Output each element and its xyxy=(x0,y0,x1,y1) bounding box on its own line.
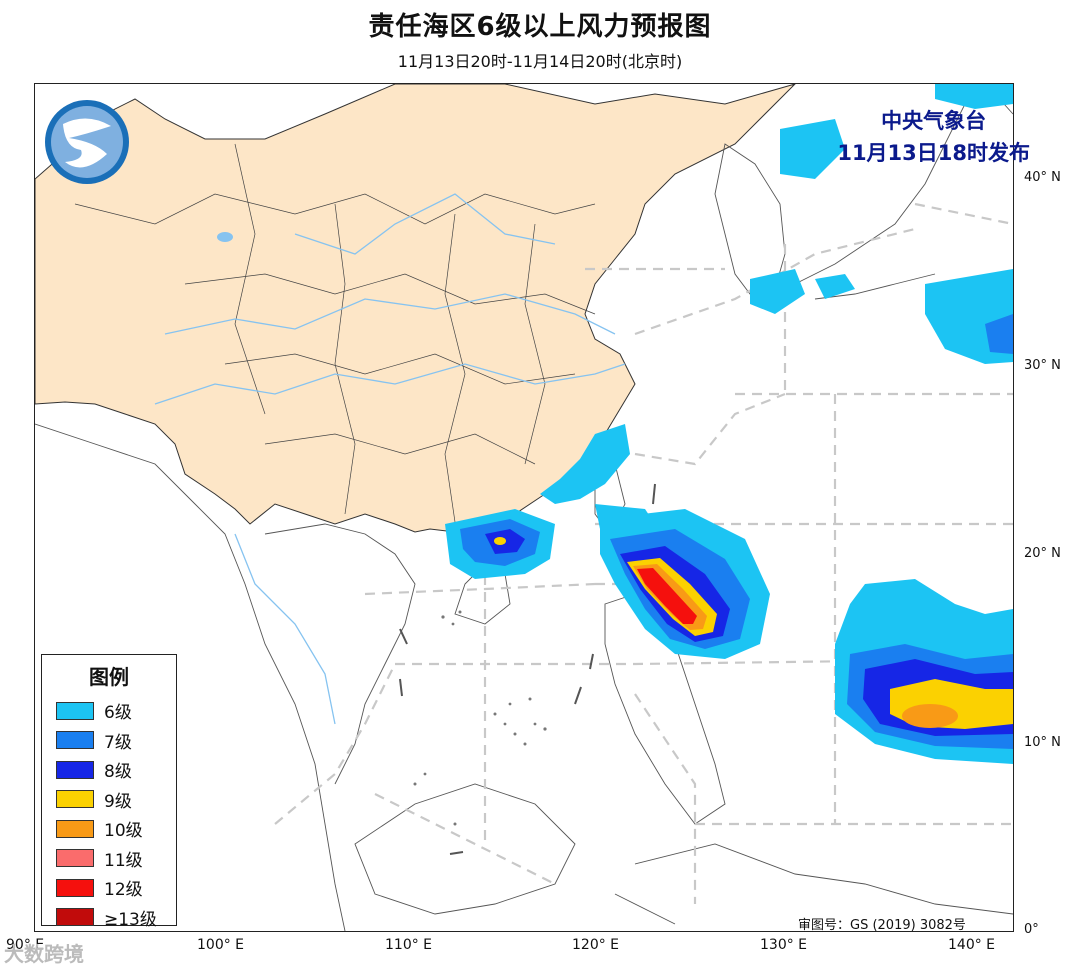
lon-label-110: 110° E xyxy=(385,937,433,953)
review-number: 审图号：GS (2019) 3082号 xyxy=(798,918,966,933)
lon-label-120: 120° E xyxy=(572,937,620,953)
legend-label: 6级 xyxy=(104,703,132,724)
wind-area-nw-corner xyxy=(780,84,1013,179)
legend-swatch xyxy=(56,908,94,927)
legend-label: 11级 xyxy=(104,850,143,871)
legend-item: 9级 xyxy=(42,785,176,815)
watermark: 大数跨境 xyxy=(4,942,84,966)
legend-label: 12级 xyxy=(104,880,143,901)
legend-items: 6级 7级 8级 9级 10级 11级 12级 ≥13级 xyxy=(42,696,176,932)
legend-label: 10级 xyxy=(104,821,143,842)
lat-label-40: 40° N xyxy=(1024,170,1061,185)
lon-label-90: 90° E xyxy=(6,937,45,953)
lake xyxy=(217,232,233,242)
legend-label: 8级 xyxy=(104,762,132,783)
issuer-time: 11月13日18时发布 xyxy=(837,141,1030,165)
forecast-map xyxy=(34,83,1014,932)
legend-item: 11级 xyxy=(42,844,176,874)
legend-swatch xyxy=(56,849,94,868)
legend-item: 6级 xyxy=(42,696,176,726)
lon-label-140: 140° E xyxy=(948,937,996,953)
legend-label: ≥13级 xyxy=(104,909,157,930)
legend-title: 图例 xyxy=(89,665,129,689)
nine-dash-line xyxy=(399,483,656,855)
map-subtitle: 11月13日20时-11月14日20时(北京时) xyxy=(397,52,683,71)
legend-swatch xyxy=(56,790,94,809)
legend-swatch xyxy=(56,731,94,750)
lat-label-30: 30° N xyxy=(1024,358,1061,373)
issuer-agency: 中央气象台 xyxy=(881,109,987,133)
legend-swatch xyxy=(56,819,94,838)
legend-swatch xyxy=(56,760,94,779)
lat-label-10: 10° N xyxy=(1024,735,1061,750)
wind-area-japan xyxy=(750,269,1013,364)
rivers xyxy=(154,193,626,725)
lon-label-130: 130° E xyxy=(760,937,808,953)
legend-item: ≥13级 xyxy=(42,903,176,933)
legend-item: 7级 xyxy=(42,726,176,756)
legend-item: 8级 xyxy=(42,755,176,785)
cma-logo xyxy=(45,100,129,184)
scs-islands xyxy=(413,610,547,826)
lon-label-100: 100° E xyxy=(197,937,245,953)
legend-label: 9级 xyxy=(104,791,132,812)
legend-swatch xyxy=(56,878,94,897)
lat-label-0: 0° xyxy=(1024,922,1039,937)
legend-label: 7级 xyxy=(104,732,132,753)
map-title: 责任海区6级以上风力预报图 xyxy=(368,12,712,42)
wind-area-typhoon-philippines xyxy=(600,509,770,659)
legend: 图例 6级 7级 8级 9级 10级 11级 12级 ≥13级 xyxy=(41,654,177,930)
lat-label-20: 20° N xyxy=(1024,546,1061,561)
map-canvas xyxy=(35,84,1013,931)
china-land xyxy=(35,84,796,533)
wind-area-hainan-east xyxy=(445,509,555,579)
legend-swatch xyxy=(56,701,94,720)
wind-area-east-pacific xyxy=(835,579,1013,764)
issuer-block: 中央气象台 11月13日18时发布 xyxy=(837,105,1030,169)
legend-item: 10级 xyxy=(42,814,176,844)
province-borders xyxy=(74,143,596,523)
legend-item: 12级 xyxy=(42,873,176,903)
